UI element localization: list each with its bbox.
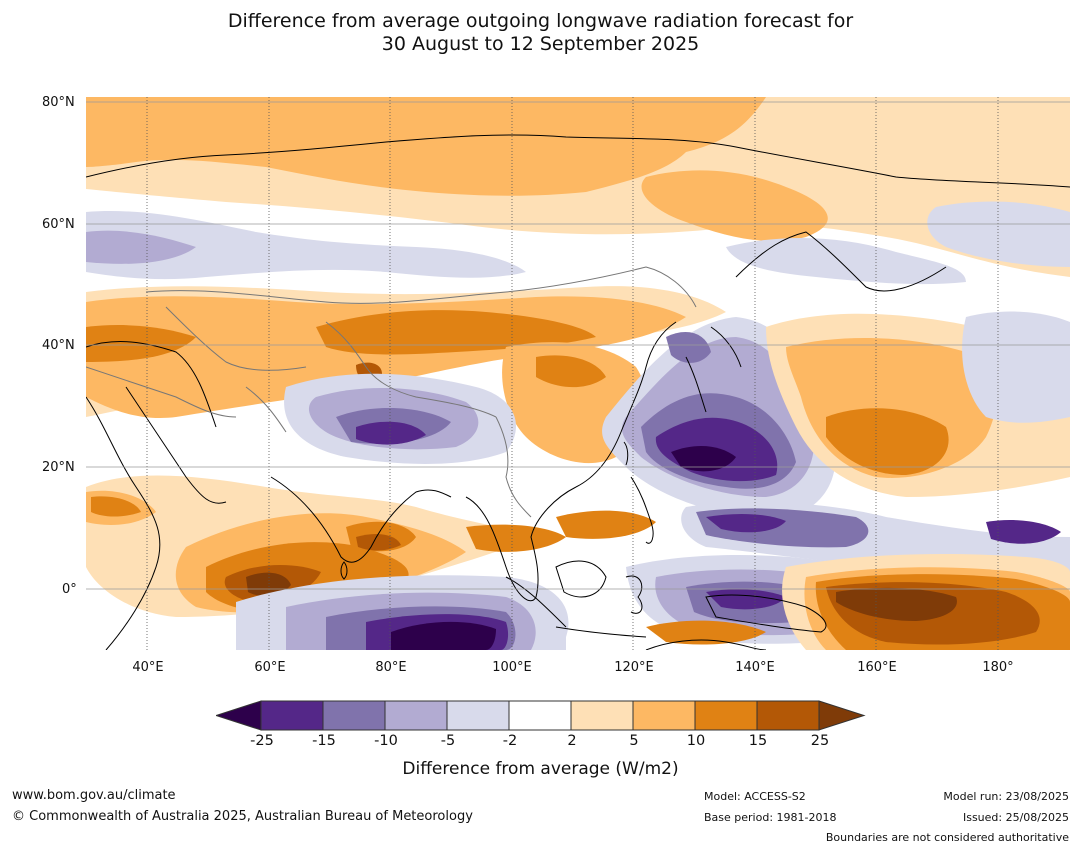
lon-label-160e: 160°E [857, 660, 897, 675]
lon-label-60e: 60°E [254, 660, 286, 675]
olr-anomaly-map [86, 97, 1070, 650]
country-borders [86, 266, 697, 518]
coastline-sumatra [505, 576, 567, 628]
lat-label-20n: 20°N [42, 460, 75, 475]
border-pakistan [245, 386, 287, 433]
anomaly-region-npac-lilac [962, 311, 1070, 423]
anomaly-region-spac-darkbrown [836, 587, 957, 621]
border-central-asia [165, 306, 307, 371]
lon-label-140e: 140°E [735, 660, 775, 675]
lon-label-80e: 80°E [375, 660, 407, 675]
colorbar-label-5: 5 [629, 733, 639, 749]
anomaly-region-eq-purple-dark [706, 513, 786, 533]
footer-model: Model: ACCESS-S2 [704, 790, 806, 803]
anomaly-region-siberia-lilac [86, 211, 526, 280]
anomaly-region-io-purple-4 [391, 621, 496, 650]
anomaly-region-china-dark [536, 355, 606, 388]
colorbar-label-15: 15 [748, 733, 768, 749]
graticule [146, 97, 999, 650]
anomaly-region-philippine-orange [556, 510, 656, 539]
coastline-indochina [465, 486, 577, 602]
colorbar-label-10: 10 [686, 733, 706, 749]
title-line-2: 30 August to 12 September 2025 [381, 33, 700, 55]
anomaly-region-siberia-lilac-2 [86, 230, 196, 264]
colorbar-bin-m2-2 [508, 700, 572, 731]
colorbar-bin-m25-m15 [260, 700, 324, 731]
anomaly-region-arabian-darkbrown [246, 572, 291, 597]
colorbar-extend-low [214, 700, 262, 731]
coastline-india [270, 476, 452, 563]
border-russia-south [145, 266, 697, 308]
anomaly-region-timor-orange [646, 620, 766, 645]
border-se-asia [495, 416, 532, 518]
anomaly-region-mc-purple-3 [706, 589, 786, 610]
colorbar-bin-m15-m10 [322, 700, 386, 731]
colorbar-bin-10-15 [694, 700, 758, 731]
colorbar-bin-15-25 [756, 700, 820, 731]
border-china-west [325, 321, 497, 418]
colorbar-label-m5: -5 [440, 733, 456, 749]
coastline-sulawesi [625, 575, 643, 614]
anomaly-region-tibet-purple-3 [356, 421, 426, 445]
lon-label-100e: 100°E [492, 660, 532, 675]
title-line-1: Difference from average outgoing longwav… [227, 10, 854, 32]
anomaly-region-tibet-orange [316, 310, 596, 355]
coastline-europe-asia [86, 341, 217, 428]
colorbar-label-2: 2 [567, 733, 577, 749]
coastline-africa [86, 396, 161, 650]
footer-copyright: © Commonwealth of Australia 2025, Austra… [12, 809, 473, 824]
map-svg [86, 97, 1070, 650]
lat-label-40n: 40°N [42, 338, 75, 353]
coastline-borneo [555, 560, 607, 598]
colorbar-bin-m5-m2 [446, 700, 510, 731]
anomaly-region-pacific-north-lilac [927, 201, 1070, 267]
footer-issued: Issued: 25/08/2025 [962, 811, 1069, 824]
footer-boundaries-note: Boundaries are not considered authoritat… [825, 831, 1069, 844]
lat-label-80n: 80°N [42, 95, 75, 110]
border-middle-east [86, 366, 237, 418]
coastline-china [575, 321, 677, 488]
footer-model-run: Model run: 23/08/2025 [943, 790, 1069, 803]
coastline-taiwan [623, 441, 629, 466]
footer-base-period: Base period: 1981-2018 [704, 811, 837, 824]
coastline-philippines [630, 476, 654, 544]
coastline-java [555, 626, 647, 638]
anomaly-region-npac-dark [826, 408, 949, 475]
chart-title: Difference from average outgoing longwav… [0, 10, 1081, 56]
anomaly-region-east-lilac [726, 237, 966, 285]
lon-label-180: 180° [982, 660, 1014, 675]
colorbar-extend-high [818, 700, 866, 731]
colorbar-label-25: 25 [810, 733, 830, 749]
coastline-new-guinea [705, 594, 827, 633]
anomaly-region-east-siberia-orange [641, 170, 828, 242]
lon-label-120e: 120°E [614, 660, 654, 675]
coastline-arctic [86, 134, 1070, 188]
anomaly-region-eq-purple-east [986, 520, 1061, 544]
anomaly-region-japan-purple [666, 332, 711, 363]
lat-label-60n: 60°N [42, 217, 75, 232]
coastline-arabia [125, 386, 227, 504]
colorbar-label-m10: -10 [374, 733, 398, 749]
parallels [86, 101, 1070, 590]
lat-label-equator: 0° [62, 582, 77, 597]
coastline-australia-top [645, 639, 767, 650]
colorbar-bin-2-5 [570, 700, 634, 731]
lon-label-40e: 40°E [132, 660, 164, 675]
anomaly-region-arctic-orange [86, 97, 766, 196]
colorbar-label-m25: -25 [250, 733, 274, 749]
anomaly-region-wpac-purple-4 [671, 445, 736, 472]
coastlines [86, 134, 1070, 650]
coastline-sri-lanka [340, 561, 348, 580]
anomaly-region-scs-orange [466, 524, 566, 552]
colorbar-bin-5-10 [632, 700, 696, 731]
colorbar [214, 700, 866, 736]
colorbar-label-m15: -15 [312, 733, 336, 749]
colorbar-title: Difference from average (W/m2) [402, 759, 679, 779]
footer-website-link[interactable]: www.bom.gov.au/climate [12, 788, 176, 803]
colorbar-bin-m10-m5 [384, 700, 448, 731]
colorbar-svg [214, 700, 866, 731]
colorbar-label-m2: -2 [502, 733, 518, 749]
anomaly-region-africa-dark [91, 496, 141, 517]
coastline-kamchatka [735, 231, 947, 292]
